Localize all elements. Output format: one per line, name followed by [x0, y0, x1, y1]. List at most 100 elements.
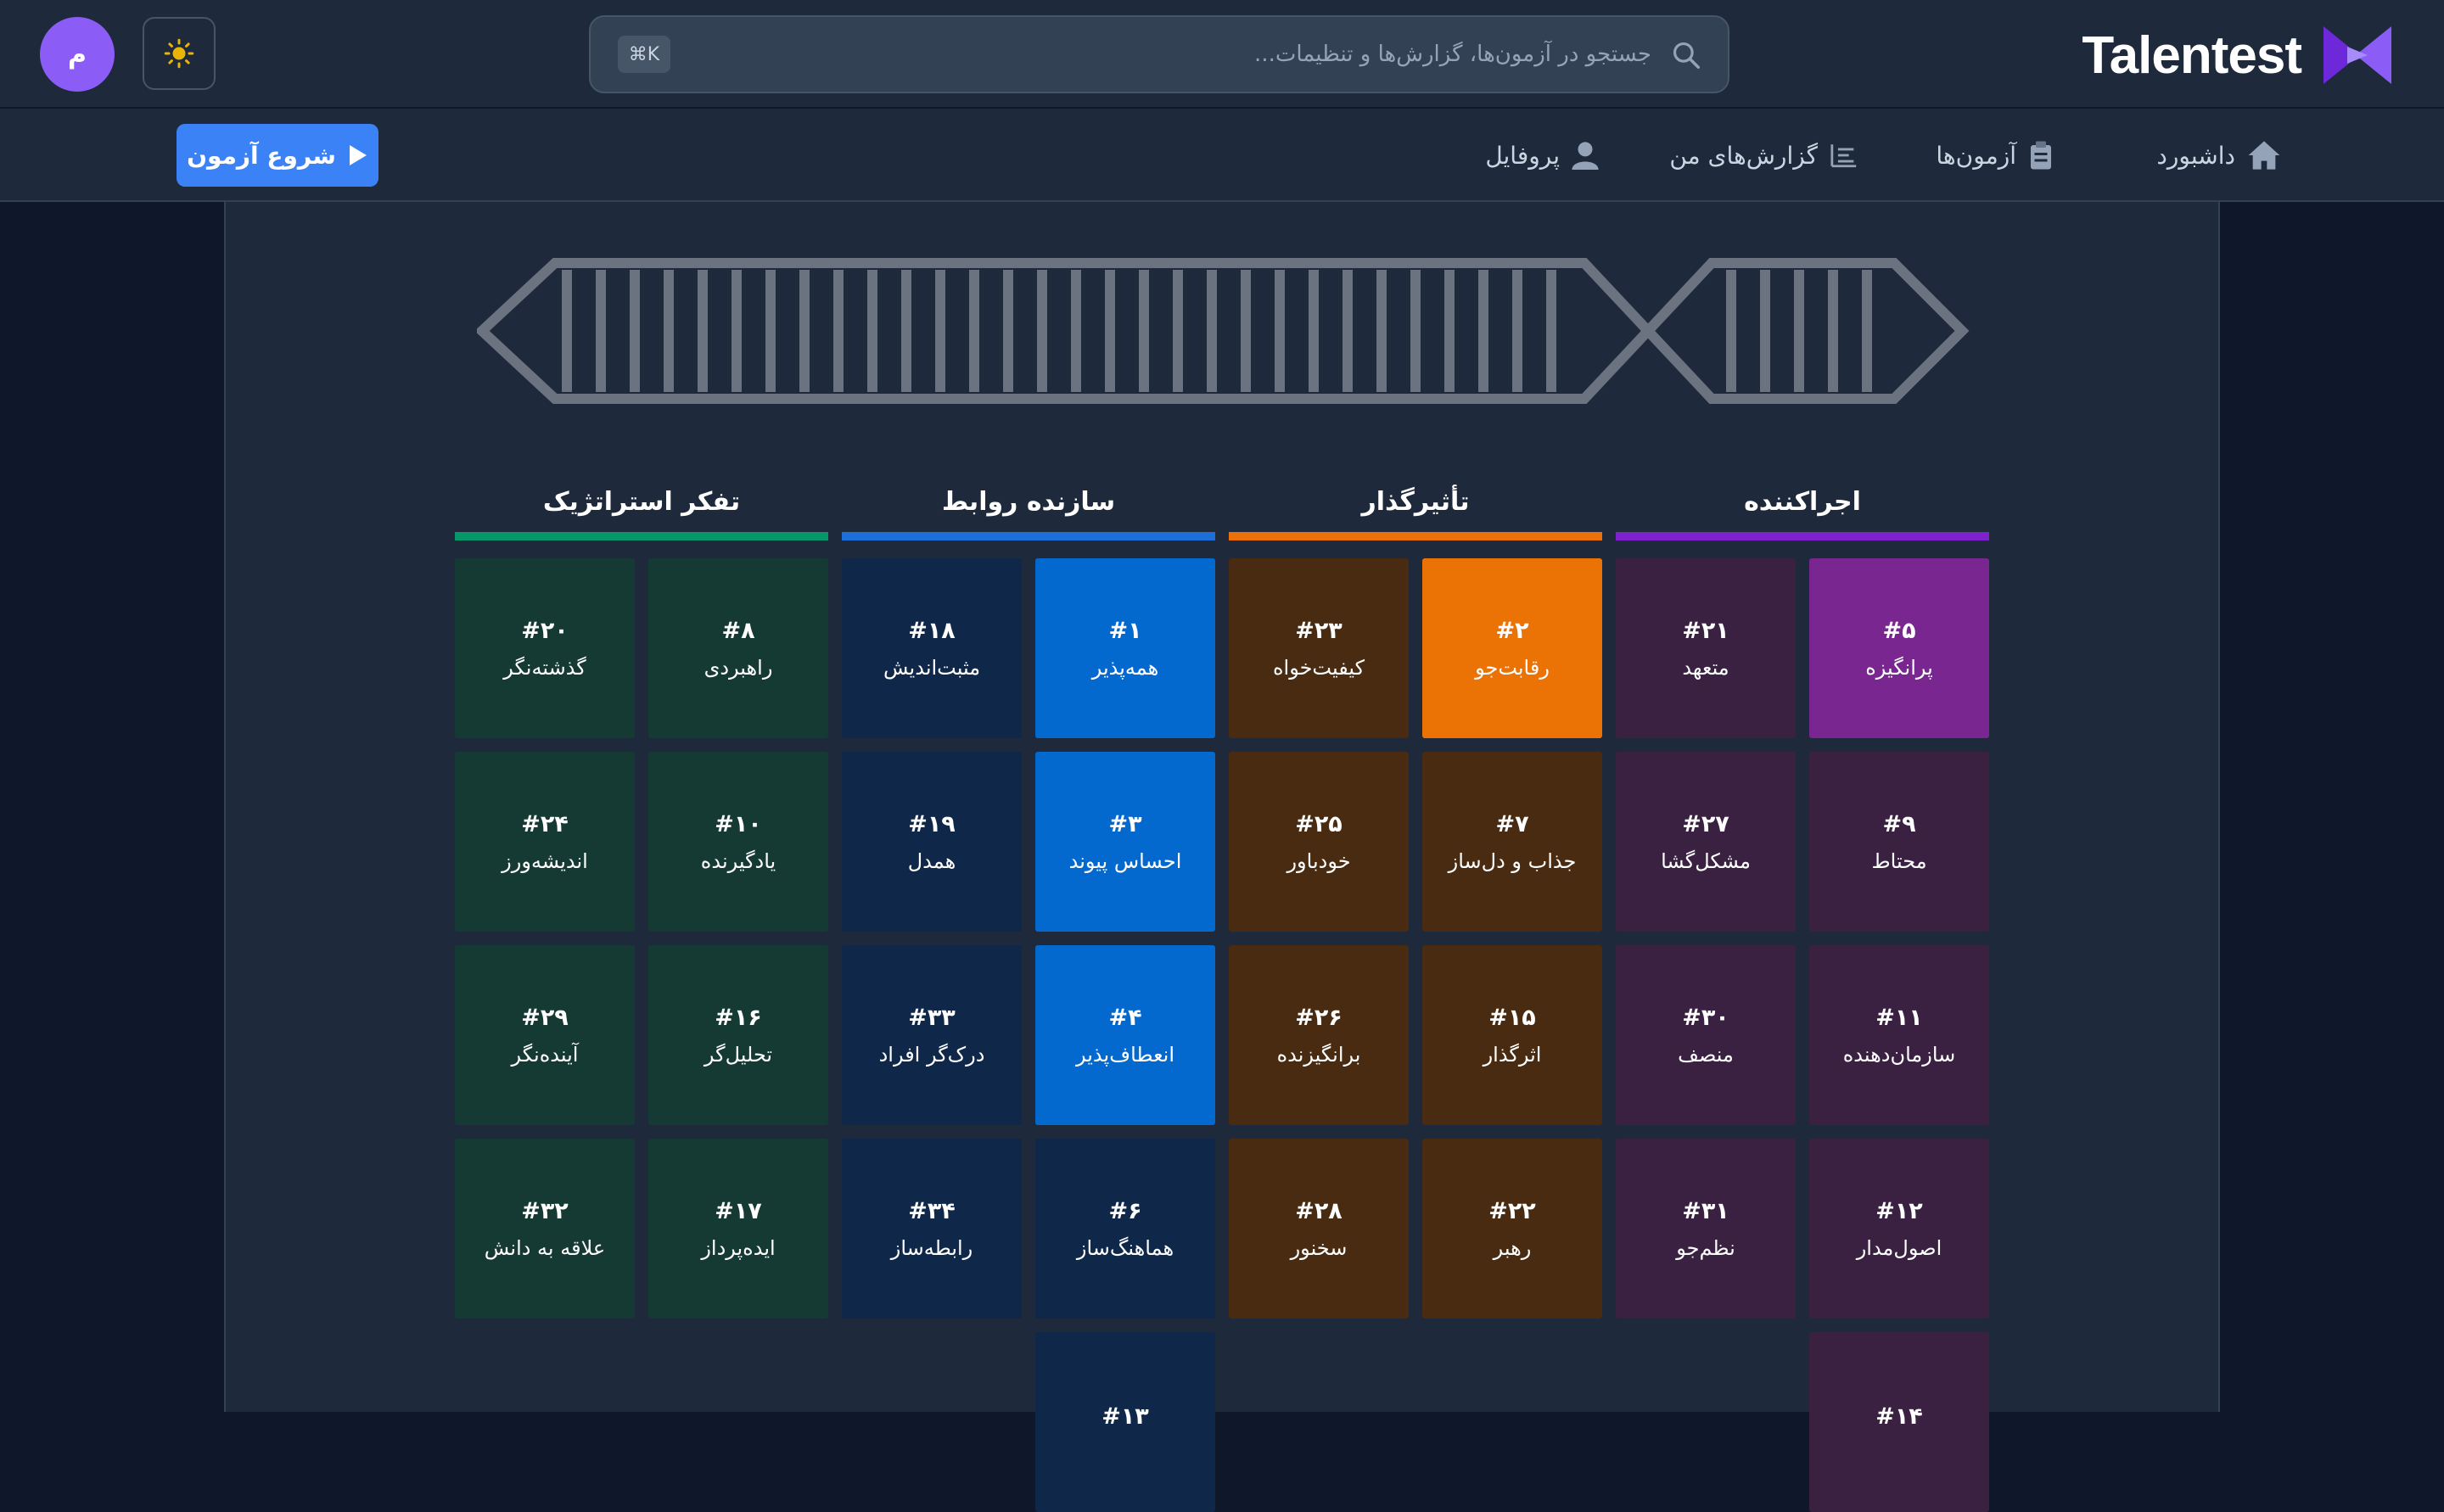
talent-rank: #۲۰ [521, 617, 569, 644]
clipboard-icon [2031, 141, 2051, 170]
talent-rank: #۲۶ [1295, 1004, 1343, 1031]
talent-tile[interactable]: #۲۶ برانگیزنده [1229, 945, 1409, 1125]
talent-tile[interactable]: #۲۰ گذشته‌نگر [455, 558, 635, 738]
talent-tile[interactable]: #۱۲ اصول‌مدار [1809, 1139, 1989, 1319]
talent-label: همه‌پذیر [1091, 655, 1159, 680]
talent-tile[interactable]: #۳۰ منصف [1616, 945, 1796, 1125]
talent-tile[interactable]: #۳۱ نظم‌جو [1616, 1139, 1796, 1319]
talent-rank: #۳۳ [908, 1004, 956, 1031]
group-color-bar [842, 532, 1215, 540]
talent-tile[interactable]: #۴ انعطاف‌پذیر [1035, 945, 1215, 1125]
brand-logo-icon [2323, 26, 2391, 84]
start-test-button[interactable]: شروع آزمون [177, 124, 378, 187]
user-icon [1572, 142, 1599, 170]
talent-tile[interactable]: #۹ محتاط [1809, 752, 1989, 932]
talent-tile[interactable]: #۳۳ درک‌گر افراد [842, 945, 1022, 1125]
nav-reports[interactable]: گزارش‌های من [1669, 124, 1858, 187]
talent-label: تحلیل‌گر [703, 1042, 773, 1067]
talent-tile[interactable]: #۳۲ علاقه به دانش [455, 1139, 635, 1319]
talent-rank: #۵ [1882, 617, 1916, 644]
sun-icon [164, 38, 194, 69]
home-icon [2248, 141, 2280, 170]
talent-rank: #۲۹ [521, 1004, 569, 1031]
talent-rank: #۲۸ [1295, 1197, 1343, 1224]
talent-tile[interactable]: #۲۱ متعهد [1616, 558, 1796, 738]
talent-tile[interactable]: #۱۵ اثرگذار [1422, 945, 1602, 1125]
talent-label: ایده‌پرداز [701, 1235, 776, 1260]
talent-rank: #۱۹ [908, 810, 956, 837]
talent-rank: #۹ [1882, 810, 1916, 837]
talent-label: خودباور [1286, 848, 1351, 873]
talent-rank: #۳۴ [908, 1197, 956, 1224]
talent-label: مشکل‌گشا [1661, 848, 1751, 873]
talent-rank: #۳۲ [521, 1197, 569, 1224]
search-input[interactable]: جستجو در آزمون‌ها، گزارش‌ها و تنظیمات... [1254, 42, 1651, 67]
group-color-bar [455, 532, 828, 540]
avatar-initial: م [68, 39, 87, 70]
talent-tile[interactable]: #۱۹ همدل [842, 752, 1022, 932]
group-title: تأثیرگذار [1361, 487, 1470, 517]
talent-tile[interactable]: #۲۴ اندیشه‌ورز [455, 752, 635, 932]
search-bar[interactable]: ⌘K جستجو در آزمون‌ها، گزارش‌ها و تنظیمات… [589, 15, 1729, 93]
talent-tile[interactable]: #۱۰ یادگیرنده [648, 752, 828, 932]
talent-tile[interactable]: #۳ احساس پیوند [1035, 752, 1215, 932]
talent-tile[interactable]: #۲ رقابت‌جو [1422, 558, 1602, 738]
talent-tile[interactable]: #۲۲ رهبر [1422, 1139, 1602, 1319]
talent-tile[interactable]: #۲۸ سخنور [1229, 1139, 1409, 1319]
search-icon [1673, 42, 1700, 69]
play-icon [349, 145, 367, 165]
talent-rank: #۱۴ [1875, 1403, 1923, 1430]
talent-label: مثبت‌اندیش [883, 655, 981, 680]
talent-label: گذشته‌نگر [503, 655, 586, 680]
nav-dashboard-label: داشبورد [2156, 141, 2235, 170]
talent-label: پرانگیزه [1865, 655, 1933, 680]
talent-rank: #۱ [1108, 617, 1142, 644]
nav-bar: شروع آزمون داشبورد آزمون‌ها گزارش‌های من [0, 109, 2444, 202]
talent-rank: #۱۷ [715, 1197, 762, 1224]
talent-rank: #۷ [1495, 810, 1529, 837]
talent-tile[interactable]: #۸ راهبردی [648, 558, 828, 738]
talent-label: اثرگذار [1483, 1042, 1542, 1067]
talent-rank: #۳۱ [1682, 1197, 1729, 1224]
talent-rank: #۱۰ [715, 810, 762, 837]
talent-rank: #۳۰ [1682, 1004, 1729, 1031]
talent-label: محتاط [1871, 848, 1927, 873]
talent-tile[interactable]: #۱۳ [1035, 1332, 1215, 1512]
group-color-bar [1229, 532, 1602, 540]
talent-rank: #۲۵ [1295, 810, 1343, 837]
nav-profile[interactable]: پروفایل [1485, 124, 1599, 187]
talent-tile[interactable]: #۲۷ مشکل‌گشا [1616, 752, 1796, 932]
brand[interactable]: Talentest [2082, 17, 2393, 93]
talent-rank: #۲۷ [1682, 810, 1729, 837]
talent-tile[interactable]: #۱۴ [1809, 1332, 1989, 1512]
talent-tile[interactable]: #۵ پرانگیزه [1809, 558, 1989, 738]
talent-tile[interactable]: #۲۳ کیفیت‌خواه [1229, 558, 1409, 738]
group-title: اجراکننده [1744, 487, 1861, 517]
talent-tile[interactable]: #۱ همه‌پذیر [1035, 558, 1215, 738]
nav-tests[interactable]: آزمون‌ها [1936, 124, 2054, 187]
talent-tile[interactable]: #۱۶ تحلیل‌گر [648, 945, 828, 1125]
talent-label: احساس پیوند [1068, 848, 1182, 873]
talent-label: سازمان‌دهنده [1842, 1042, 1956, 1067]
user-avatar[interactable]: م [40, 17, 115, 92]
talent-tile[interactable]: #۱۱ سازمان‌دهنده [1809, 945, 1989, 1125]
talent-rank: #۱۸ [908, 617, 956, 644]
talent-label: نظم‌جو [1676, 1235, 1735, 1260]
talent-rank: #۲۴ [521, 810, 569, 837]
group-title: سازنده روابط [941, 487, 1116, 517]
talent-tile[interactable]: #۱۷ ایده‌پرداز [648, 1139, 828, 1319]
talent-tile[interactable]: #۲۵ خودباور [1229, 752, 1409, 932]
talent-tile[interactable]: #۲۹ آینده‌نگر [455, 945, 635, 1125]
talent-rank: #۲۱ [1682, 617, 1729, 644]
theme-toggle-button[interactable] [143, 17, 216, 90]
talent-rank: #۲ [1495, 617, 1529, 644]
dna-strand-graphic [477, 258, 1970, 404]
group-title: تفکر استراتژیک [542, 487, 741, 517]
nav-dashboard[interactable]: داشبورد [2156, 124, 2281, 187]
talent-label: رقابت‌جو [1475, 655, 1550, 680]
talent-tile[interactable]: #۷ جذاب و دل‌ساز [1422, 752, 1602, 932]
talent-tile[interactable]: #۳۴ رابطه‌ساز [842, 1139, 1022, 1319]
talent-tile[interactable]: #۶ هماهنگ‌ساز [1035, 1139, 1215, 1319]
talent-label: سخنور [1290, 1235, 1348, 1260]
talent-tile[interactable]: #۱۸ مثبت‌اندیش [842, 558, 1022, 738]
